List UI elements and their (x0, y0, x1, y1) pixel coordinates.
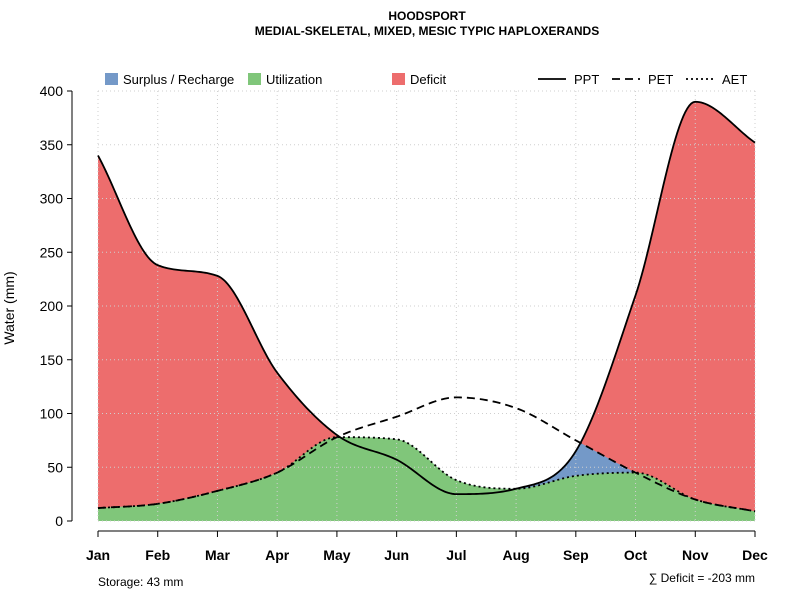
x-tick-label-dec: Dec (742, 547, 768, 563)
x-tick-label-aug: Aug (502, 547, 529, 563)
legend-label-1: Utilization (266, 72, 322, 87)
x-tick-label-jun: Jun (384, 547, 409, 563)
areas-layer (98, 101, 755, 521)
legend-label-pet: PET (648, 72, 673, 87)
legend-label-2: Deficit (410, 72, 447, 87)
axes-layer: 0 50 100 150 200 250 300 350 400 Jan Feb Mar Apr May J… (40, 83, 768, 563)
deficit-note: ∑ Deficit = -203 mm (649, 571, 755, 585)
y-tick-label: 400 (40, 83, 64, 99)
utilization-area (98, 437, 755, 521)
ppt-line (97, 100, 756, 496)
y-tick-label: 150 (40, 352, 64, 368)
x-tick-label-apr: Apr (265, 547, 290, 563)
y-tick-label: 0 (55, 513, 63, 529)
y-tick-label: 250 (40, 244, 64, 260)
x-tick-label-nov: Nov (682, 547, 709, 563)
y-tick-label: 200 (40, 298, 64, 314)
legend-label-ppt: PPT (574, 72, 599, 87)
x-tick-label-may: May (323, 547, 350, 563)
x-tick-label-jul: Jul (446, 547, 466, 563)
legend-label-0: Surplus / Recharge (123, 72, 234, 87)
y-axis-label: Water (mm) (1, 271, 17, 344)
x-tick-label-oct: Oct (624, 547, 648, 563)
y-tick-label: 100 (40, 406, 64, 422)
x-tick-label-jan: Jan (86, 547, 110, 563)
lines-layer (97, 100, 756, 513)
legend-swatch-2 (392, 73, 405, 85)
legend-swatch-1 (248, 73, 261, 85)
x-tick-label-sep: Sep (563, 547, 589, 563)
chart-subtitle: MEDIAL-SKELETAL, MIXED, MESIC TYPIC HAPL… (255, 24, 599, 38)
legend-label-aet: AET (722, 72, 747, 87)
grid-layer (97, 90, 756, 522)
x-tick-label-feb: Feb (145, 547, 170, 563)
chart-title: HOODSPORT (388, 9, 466, 23)
y-tick-label: 50 (47, 459, 63, 475)
storage-note: Storage: 43 mm (98, 575, 183, 589)
aet-line (97, 436, 756, 513)
x-tick-label-mar: Mar (205, 547, 230, 563)
deficit-area (98, 101, 755, 512)
legend: Surplus / Recharge Utilization Deficit PPT P… (105, 72, 747, 87)
y-tick-label: 350 (40, 137, 64, 153)
legend-swatch-0 (105, 73, 118, 85)
y-tick-label: 300 (40, 191, 64, 207)
